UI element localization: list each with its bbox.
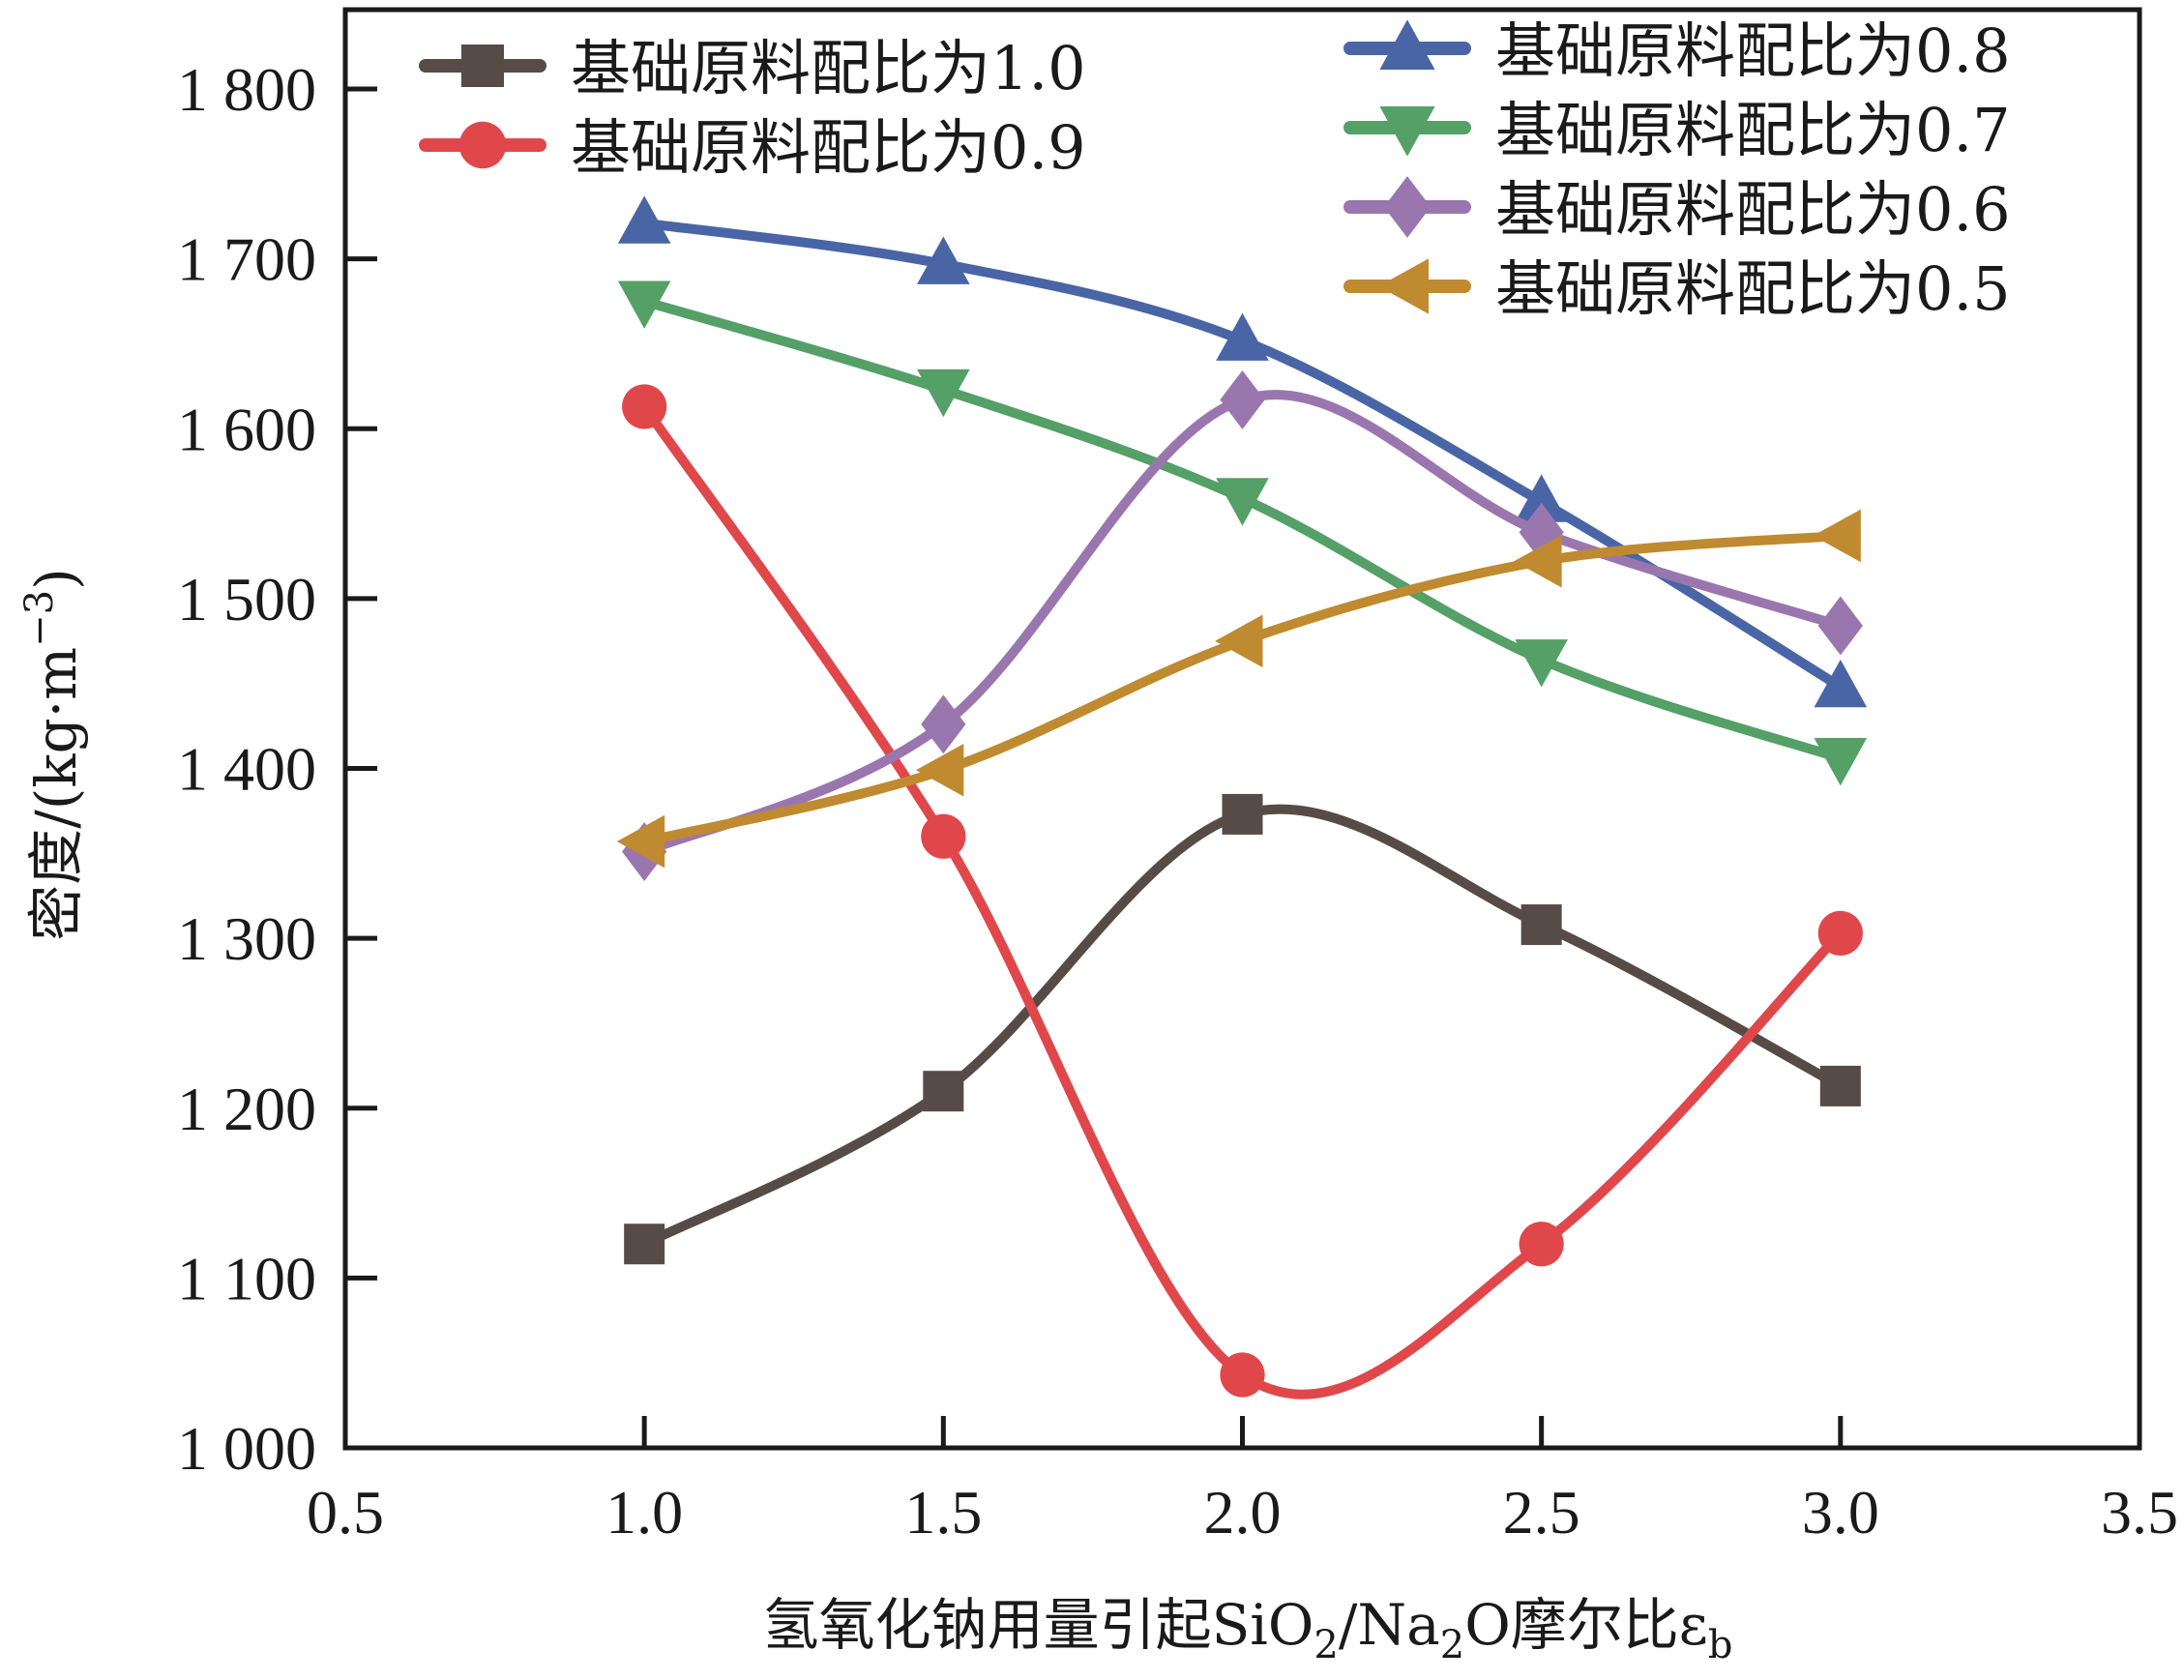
- data-point-triangle-up: [617, 195, 671, 244]
- x-tick-label: 3.0: [1802, 1478, 1879, 1547]
- x-tick-label: 3.5: [2101, 1478, 2178, 1547]
- series-line: [639, 296, 1845, 763]
- data-point-circle: [458, 121, 507, 169]
- x-tick-label: 2.5: [1503, 1478, 1580, 1547]
- data-point-diamond: [921, 694, 966, 754]
- x-title-mid: /Na: [1339, 1592, 1440, 1658]
- data-point-triangle-left: [1514, 534, 1562, 588]
- data-point-circle: [1220, 1352, 1265, 1398]
- y-tick-label: 1 100: [177, 1244, 316, 1312]
- legend-label: 基础原料配比为0.9: [571, 112, 1086, 183]
- data-point-triangle-down: [1379, 106, 1435, 157]
- data-point-square: [624, 1223, 665, 1265]
- y-tick-label: 1 000: [177, 1414, 316, 1483]
- series-基础原料配比为0.5: [616, 509, 1861, 869]
- y-tick-label: 1 300: [177, 904, 316, 973]
- data-point-triangle-up: [1216, 312, 1269, 361]
- y-tick-label: 1 800: [177, 55, 316, 124]
- legend-item: 基础原料配比为0.9: [419, 112, 1086, 183]
- x-tick-label: 1.5: [904, 1478, 982, 1547]
- y-tick-label: 1 600: [177, 395, 316, 463]
- data-point-triangle-down: [617, 280, 671, 329]
- data-point-triangle-up: [1379, 19, 1435, 70]
- series-layer: [616, 195, 1868, 1400]
- legend-label: 基础原料配比为0.5: [1495, 253, 2011, 324]
- axis-ticks: 1 000 1 100 1 200 1 300 1 400 1 500 1 600 1 700…: [177, 55, 2178, 1547]
- y-tick-label: 1 400: [177, 735, 316, 804]
- x-tick-label: 2.0: [1204, 1478, 1282, 1547]
- data-point-triangle-left: [1813, 509, 1861, 563]
- y-title-main: 密度/(kg·m: [23, 647, 89, 941]
- y-tick-label: 1 200: [177, 1075, 316, 1143]
- series-基础原料配比为0.9: [622, 384, 1863, 1400]
- data-point-triangle-down: [1216, 478, 1269, 526]
- x-title-sub2: 2: [1440, 1623, 1464, 1667]
- y-title-sup: −3: [17, 590, 62, 647]
- y-tick-label: 1 700: [177, 225, 316, 294]
- y-axis-title: 密度/(kg·m−3): [17, 568, 89, 941]
- data-point-square: [1819, 1065, 1861, 1106]
- x-tick-label: 1.0: [605, 1478, 683, 1547]
- data-point-triangle-up: [917, 236, 970, 284]
- data-point-square: [461, 44, 504, 87]
- data-point-triangle-up: [1814, 659, 1868, 708]
- data-point-diamond: [1220, 369, 1265, 429]
- data-point-triangle-up: [1515, 474, 1568, 522]
- legend-item: 基础原料配比为0.7: [1343, 95, 2011, 165]
- x-axis-title: 氢氧化钠用量引起SiO2/Na2O摩尔比εb: [763, 1592, 1733, 1667]
- data-point-diamond: [1383, 176, 1431, 238]
- series-基础原料配比为1.0: [624, 793, 1861, 1265]
- x-title-sub1: 2: [1313, 1623, 1338, 1667]
- series-line: [639, 401, 1845, 1400]
- legend: 基础原料配比为1.0 基础原料配比为0.9 基础原料配比为0.8 基础原料配比为0.7…: [419, 15, 2011, 324]
- data-point-triangle-down: [1814, 737, 1868, 786]
- data-point-triangle-left: [1378, 258, 1429, 314]
- series-基础原料配比为0.7: [617, 280, 1868, 786]
- data-point-triangle-left: [1215, 614, 1263, 668]
- x-title-sub3: b: [1708, 1623, 1733, 1667]
- legend-item: 基础原料配比为0.8: [1343, 15, 2011, 86]
- legend-label: 基础原料配比为0.6: [1495, 174, 2011, 245]
- data-point-triangle-left: [616, 814, 665, 869]
- data-point-circle: [1817, 910, 1863, 956]
- data-point-square: [1222, 793, 1263, 835]
- data-point-diamond: [1817, 596, 1863, 656]
- data-point-square: [1520, 904, 1562, 946]
- series-line: [639, 804, 1845, 1250]
- data-point-diamond: [1519, 502, 1564, 562]
- data-point-triangle-left: [915, 743, 964, 797]
- data-point-triangle-down: [1515, 639, 1568, 688]
- legend-label: 基础原料配比为0.7: [1495, 95, 2011, 165]
- y-title-end: ): [23, 568, 89, 590]
- x-title-main: 氢氧化钠用量引起SiO: [763, 1592, 1314, 1658]
- data-point-square: [923, 1071, 964, 1112]
- x-tick-label: 0.5: [307, 1478, 384, 1547]
- legend-item: 基础原料配比为0.5: [1343, 253, 2011, 324]
- legend-label: 基础原料配比为0.8: [1495, 15, 2011, 86]
- x-title-end: O摩尔比ε: [1464, 1592, 1708, 1658]
- data-point-circle: [622, 384, 667, 429]
- data-point-triangle-down: [917, 368, 970, 418]
- legend-label: 基础原料配比为1.0: [571, 33, 1086, 103]
- data-point-circle: [1519, 1222, 1564, 1267]
- legend-item: 基础原料配比为1.0: [419, 33, 1086, 103]
- legend-item: 基础原料配比为0.6: [1343, 174, 2011, 245]
- y-tick-label: 1 500: [177, 565, 316, 634]
- series-line: [639, 390, 1845, 857]
- data-point-circle: [921, 813, 966, 859]
